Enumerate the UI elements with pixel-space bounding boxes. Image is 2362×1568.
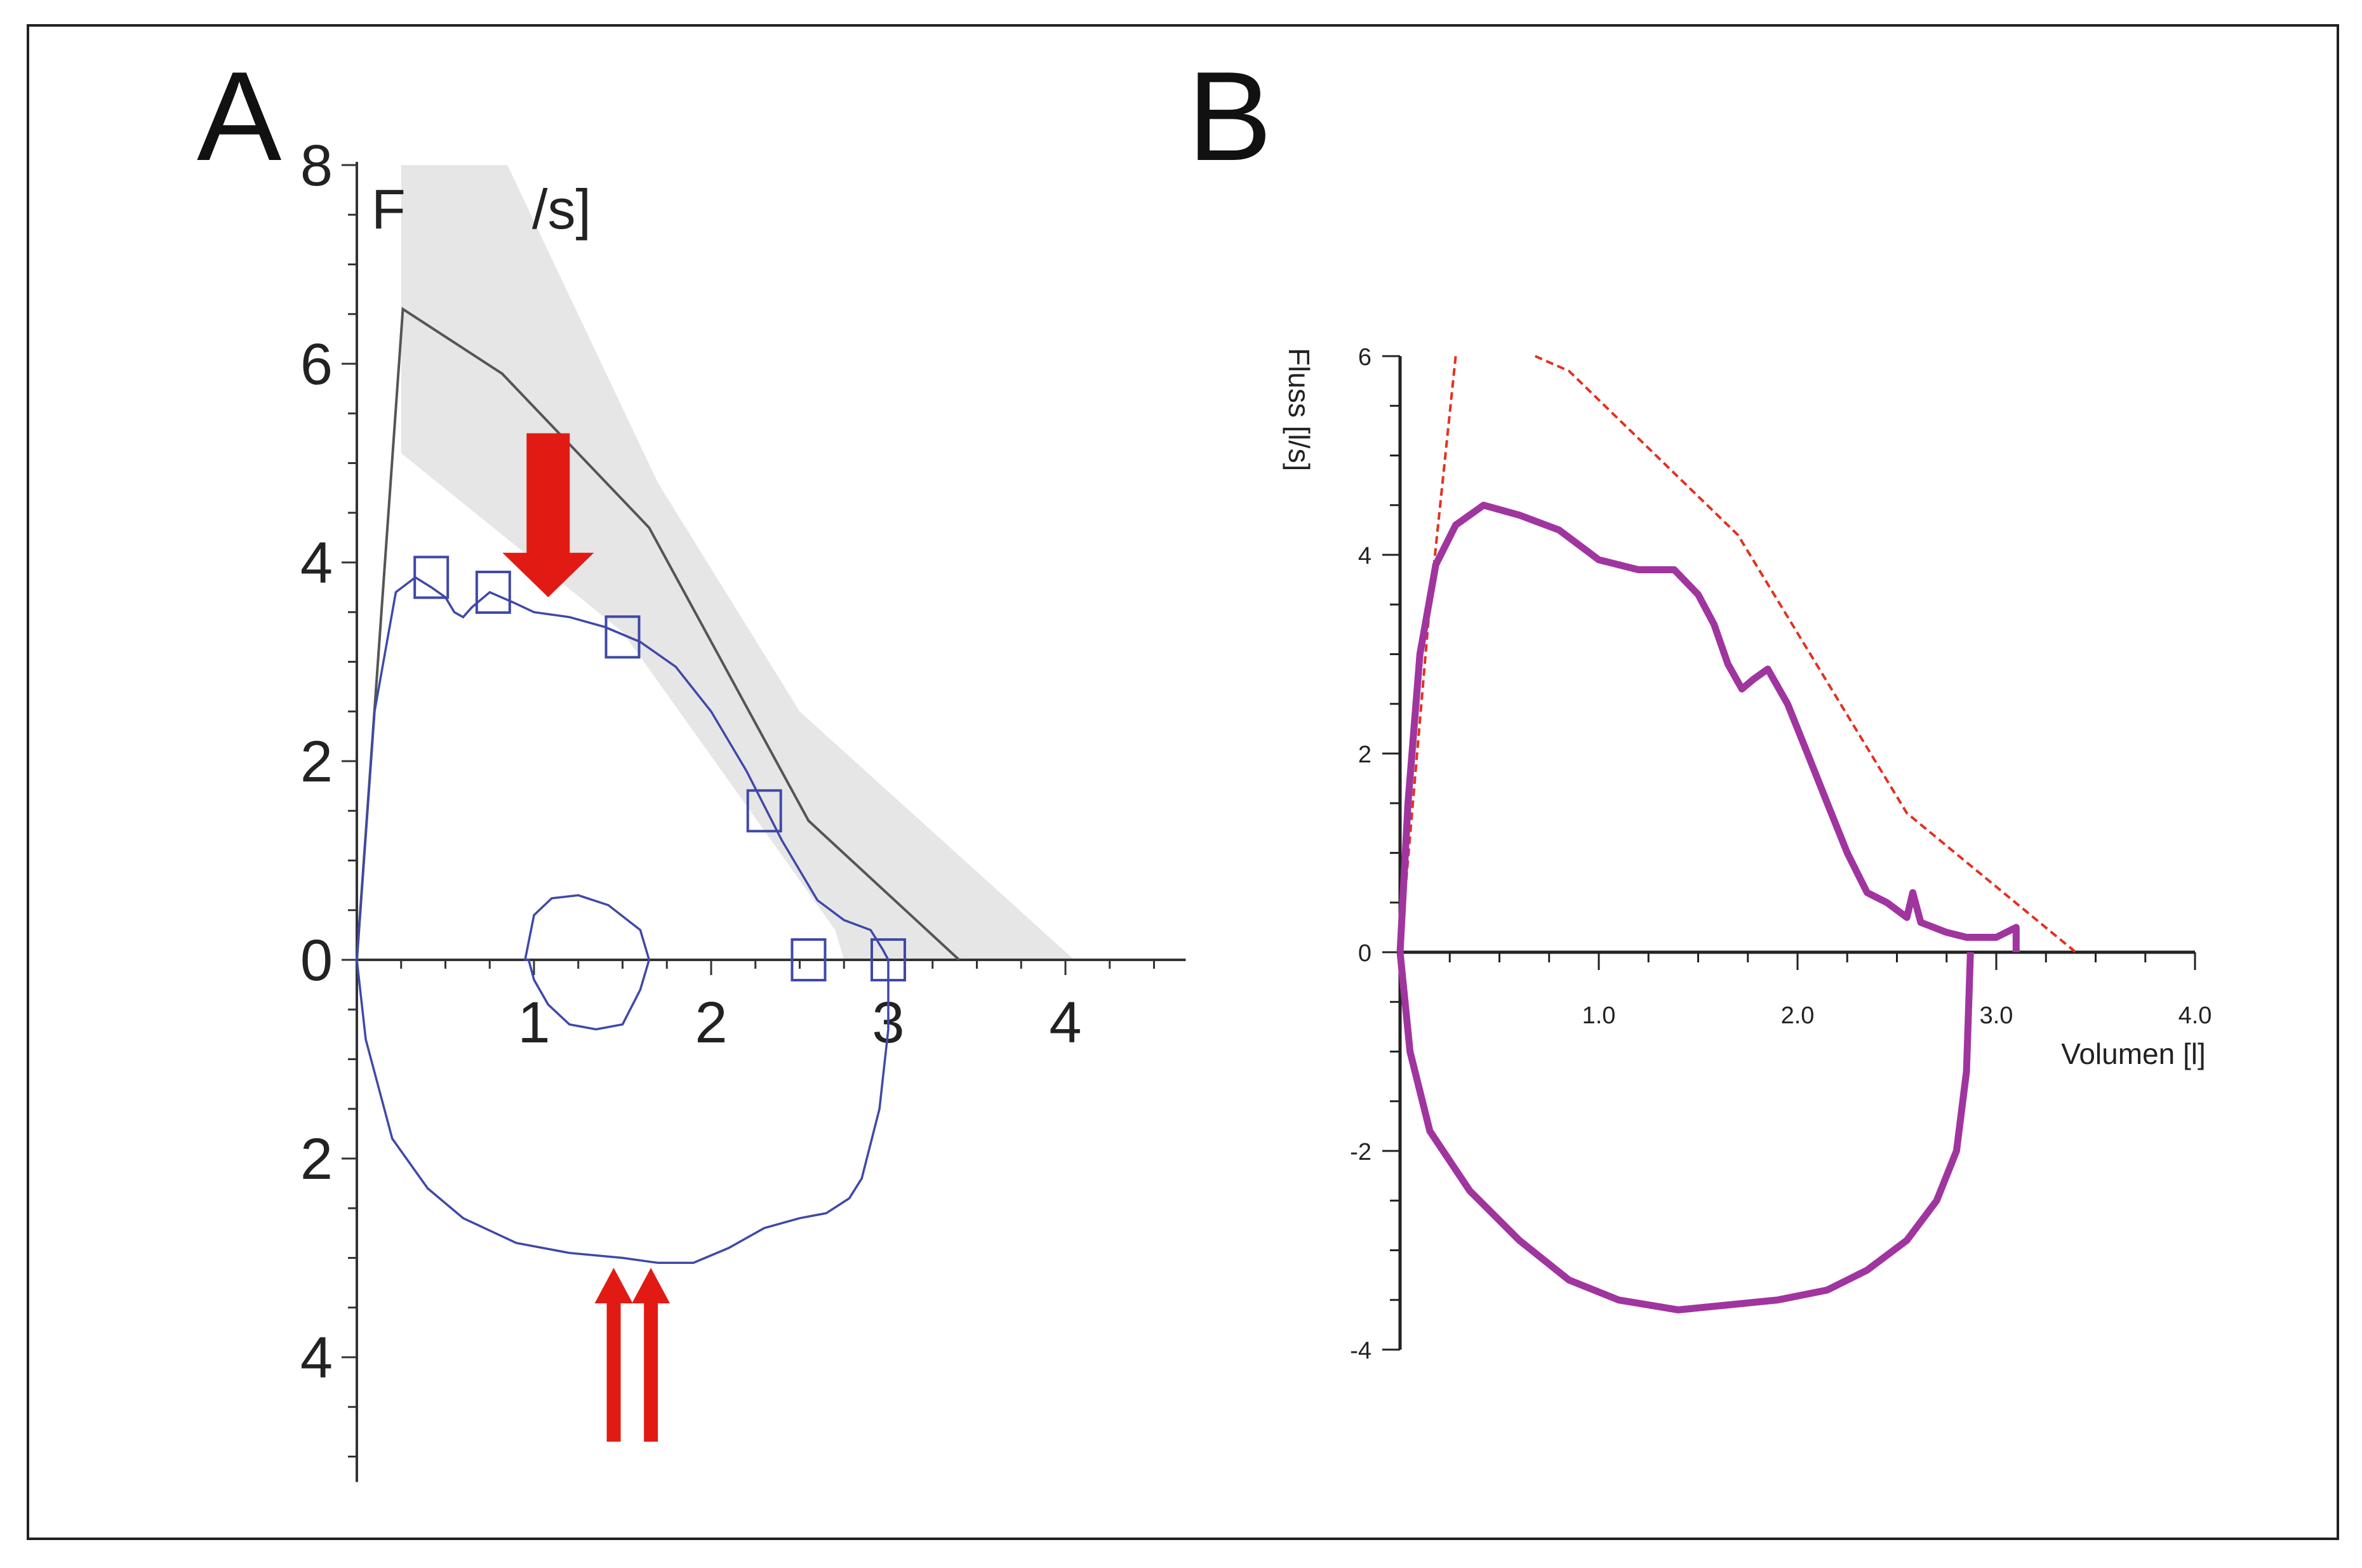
predicted-line-rise — [1399, 355, 1457, 953]
y-tick-label: 0 — [1358, 940, 1371, 967]
y-tick-label: 2 — [300, 1127, 333, 1192]
panel-b-letter: B — [1187, 46, 1272, 187]
x-tick-label: 2.0 — [1781, 1002, 1815, 1029]
y-tick-label: 4 — [300, 531, 333, 595]
marker-square — [871, 938, 906, 981]
x-tick-label: 4 — [1049, 990, 1081, 1055]
marker-square — [746, 789, 782, 833]
y-tick-label: 8 — [300, 133, 333, 198]
y-axis-label-part-1: F — [371, 178, 406, 241]
expiration-curve — [356, 576, 890, 960]
y-tick-label: 2 — [300, 729, 333, 794]
marker-square — [413, 555, 450, 599]
x-tick-label: 2 — [695, 990, 727, 1055]
tidal-loop — [523, 894, 651, 1031]
marker-square — [791, 938, 827, 981]
predicted-line — [356, 307, 960, 961]
y-axis-label-part-2: /s] — [532, 178, 591, 241]
marker-square — [604, 615, 641, 659]
y-tick-label: 6 — [1358, 344, 1371, 371]
panel-b-chart: 6 4 2 0 -2 -4 1.0 2.0 3.0 4.0 Volumen [l] Fluss [l/… — [1283, 344, 2212, 1364]
y-tick-label: 6 — [300, 332, 333, 397]
red-up-arrow — [632, 1268, 671, 1442]
panel-a-letter: A — [197, 46, 282, 187]
expiration-curve — [1396, 502, 2020, 953]
x-tick-label: 1.0 — [1582, 1002, 1616, 1029]
normal-range-band — [401, 165, 1074, 960]
y-tick-label: 4 — [300, 1325, 333, 1390]
x-axis-label: Volumen [l] — [2061, 1037, 2206, 1070]
y-tick-label: 2 — [1358, 741, 1371, 768]
y-tick-label: -4 — [1350, 1338, 1371, 1364]
x-tick-label: 4.0 — [2179, 1002, 2212, 1029]
red-up-arrow — [594, 1268, 633, 1442]
y-tick-label: 0 — [300, 928, 333, 993]
inspiration-curve — [356, 959, 890, 1265]
y-axis-label: Fluss [l/s] — [1283, 348, 1316, 471]
inspiration-curve — [1396, 952, 1974, 1313]
x-tick-label: 1 — [517, 990, 550, 1055]
predicted-line-decline — [1534, 355, 2077, 953]
marker-square — [475, 570, 511, 614]
y-tick-label: -2 — [1350, 1139, 1371, 1166]
y-tick-label: 4 — [1358, 543, 1371, 569]
x-tick-label: 3.0 — [1980, 1002, 2013, 1029]
red-down-arrow — [502, 433, 594, 597]
